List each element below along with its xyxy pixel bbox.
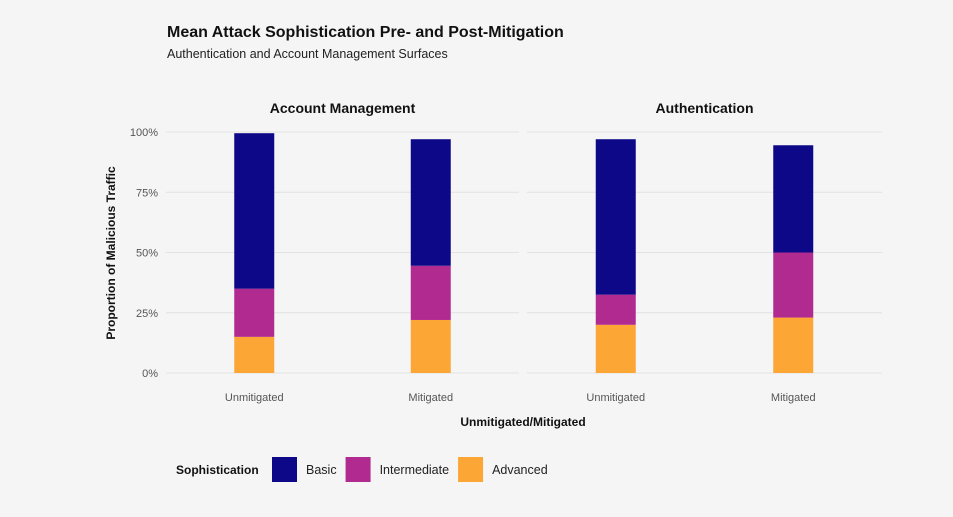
- bar-segment-advanced: [595, 324, 636, 373]
- bar-segment-basic: [773, 145, 814, 253]
- panel-title: Account Management: [270, 100, 416, 116]
- panel-title: Authentication: [656, 100, 754, 116]
- legend-label: Intermediate: [380, 463, 450, 477]
- x-axis-title: Unmitigated/Mitigated: [460, 415, 585, 429]
- chart-subtitle: Authentication and Account Management Su…: [167, 47, 448, 61]
- legend-swatch-intermediate: [345, 457, 371, 482]
- bar-segment-basic: [234, 133, 275, 289]
- chart-title: Mean Attack Sophistication Pre- and Post…: [167, 24, 564, 41]
- y-tick-label: 50%: [136, 248, 158, 260]
- y-tick-label: 25%: [136, 308, 158, 320]
- bar-segment-advanced: [773, 317, 814, 373]
- legend-label: Advanced: [492, 463, 548, 477]
- y-axis-title: Proportion of Malicious Traffic: [104, 166, 118, 340]
- bar-segment-advanced: [410, 319, 451, 373]
- x-tick-label: Unmitigated: [225, 392, 284, 404]
- bar-segment-advanced: [234, 336, 275, 373]
- panel: Account Management Unmitigated Mitigated: [166, 100, 519, 404]
- bar-segment-basic: [410, 139, 451, 266]
- x-tick-label: Mitigated: [408, 392, 453, 404]
- x-tick-label: Mitigated: [771, 392, 816, 404]
- bar-segment-intermediate: [234, 288, 275, 337]
- y-tick-label: 75%: [136, 187, 158, 199]
- x-tick-label: Unmitigated: [586, 392, 645, 404]
- bar-segment-intermediate: [410, 265, 451, 320]
- legend-title: Sophistication: [176, 463, 259, 477]
- bar-segment-basic: [595, 139, 636, 295]
- legend-label: Basic: [306, 463, 337, 477]
- legend: Sophistication Basic Intermediate Advanced: [176, 457, 548, 482]
- panel: Authentication Unmitigated Mitigated: [527, 100, 882, 404]
- y-tick-labels: 0% 25% 50% 75% 100%: [130, 127, 158, 380]
- y-tick-label: 0%: [142, 368, 158, 380]
- bar-segment-intermediate: [773, 252, 814, 318]
- y-tick-label: 100%: [130, 127, 158, 139]
- bar-segment-intermediate: [595, 294, 636, 325]
- legend-swatch-advanced: [458, 457, 484, 482]
- legend-swatch-basic: [272, 457, 297, 482]
